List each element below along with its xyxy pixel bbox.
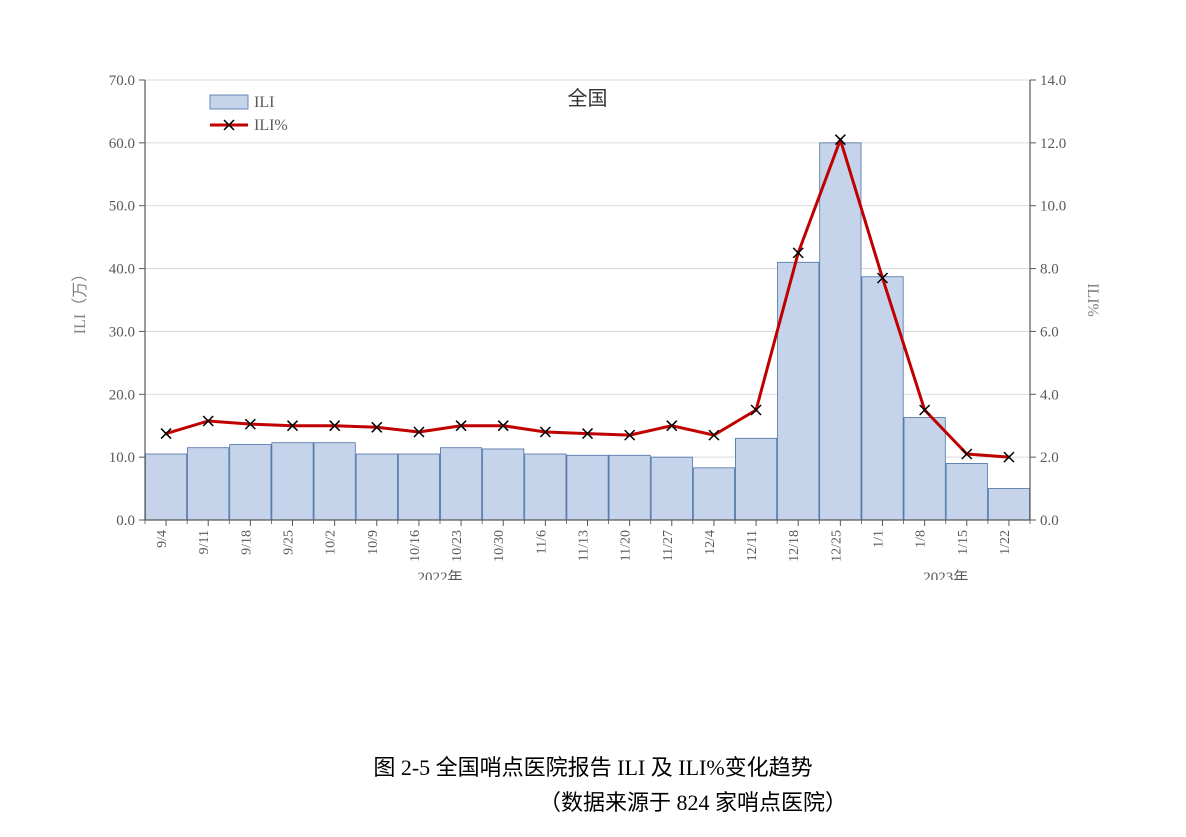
bar <box>567 455 608 520</box>
svg-text:12/4: 12/4 <box>703 530 718 555</box>
svg-text:0.0: 0.0 <box>1040 513 1059 529</box>
svg-text:50.0: 50.0 <box>109 199 135 215</box>
svg-text:2022年: 2022年 <box>417 569 462 580</box>
svg-text:11/13: 11/13 <box>577 530 592 561</box>
bar <box>483 449 524 520</box>
svg-text:40.0: 40.0 <box>109 262 135 278</box>
figure-caption-line2: （数据来源于 824 家哨点医院） <box>20 785 1166 817</box>
svg-text:9/11: 9/11 <box>197 530 212 554</box>
svg-text:全国: 全国 <box>568 87 608 110</box>
svg-text:10/30: 10/30 <box>492 530 507 562</box>
svg-text:12/11: 12/11 <box>745 530 760 561</box>
bar <box>693 468 734 520</box>
bar <box>440 448 481 520</box>
bar <box>862 277 903 520</box>
bar <box>398 454 439 520</box>
svg-text:10.0: 10.0 <box>109 450 135 466</box>
bar <box>314 443 355 520</box>
svg-text:30.0: 30.0 <box>109 324 135 340</box>
bar <box>525 454 566 520</box>
svg-text:1/8: 1/8 <box>914 530 929 548</box>
svg-text:9/18: 9/18 <box>239 530 254 555</box>
svg-text:4.0: 4.0 <box>1040 387 1059 403</box>
svg-text:14.0: 14.0 <box>1040 73 1066 89</box>
bar <box>651 457 692 520</box>
svg-text:12/18: 12/18 <box>787 530 802 562</box>
svg-text:ILI%: ILI% <box>254 117 288 134</box>
svg-text:11/27: 11/27 <box>661 530 676 561</box>
chart-container: 0.0 10.0 20.0 30.0 40.0 50.0 60.0 70.0 0.0 2.0 4.0… <box>20 20 1166 740</box>
svg-text:ILI%: ILI% <box>1084 283 1101 317</box>
bar <box>946 463 987 520</box>
svg-text:1/22: 1/22 <box>998 530 1013 555</box>
svg-text:70.0: 70.0 <box>109 73 135 89</box>
svg-text:10/2: 10/2 <box>324 530 339 555</box>
svg-text:2.0: 2.0 <box>1040 450 1059 466</box>
svg-text:8.0: 8.0 <box>1040 262 1059 278</box>
svg-text:10/16: 10/16 <box>408 530 423 562</box>
chart-svg: 0.0 10.0 20.0 30.0 40.0 50.0 60.0 70.0 0.0 2.0 4.0… <box>20 20 1166 580</box>
svg-text:11/6: 11/6 <box>534 530 549 554</box>
svg-text:10/23: 10/23 <box>450 530 465 562</box>
svg-text:9/4: 9/4 <box>155 530 170 548</box>
bar <box>609 455 650 520</box>
svg-text:12/25: 12/25 <box>829 530 844 562</box>
svg-text:ILI（万）: ILI（万） <box>71 266 89 334</box>
svg-text:10.0: 10.0 <box>1040 199 1066 215</box>
svg-text:11/20: 11/20 <box>619 530 634 561</box>
svg-text:12.0: 12.0 <box>1040 136 1066 152</box>
svg-text:9/25: 9/25 <box>282 530 297 555</box>
svg-text:0.0: 0.0 <box>116 513 135 529</box>
bar <box>988 489 1029 520</box>
bar <box>188 448 229 520</box>
svg-text:6.0: 6.0 <box>1040 324 1059 340</box>
bar <box>778 262 819 520</box>
svg-text:60.0: 60.0 <box>109 136 135 152</box>
svg-text:20.0: 20.0 <box>109 387 135 403</box>
bar <box>735 438 776 520</box>
bar <box>820 143 861 520</box>
bar <box>904 418 945 520</box>
bar <box>145 454 186 520</box>
svg-text:1/1: 1/1 <box>872 530 887 548</box>
bar <box>230 445 271 520</box>
svg-text:1/15: 1/15 <box>956 530 971 555</box>
bar <box>272 443 313 520</box>
svg-text:ILI: ILI <box>254 94 274 111</box>
svg-text:10/9: 10/9 <box>366 530 381 555</box>
bar <box>356 454 397 520</box>
figure-caption-line1: 图 2-5 全国哨点医院报告 ILI 及 ILI%变化趋势 <box>20 750 1166 785</box>
svg-text:2023年: 2023年 <box>923 569 968 580</box>
